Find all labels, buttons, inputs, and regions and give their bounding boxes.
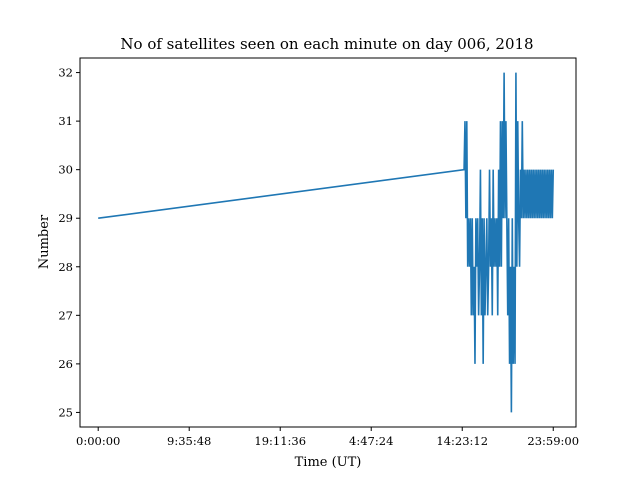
y-tick-label: 31	[58, 114, 73, 128]
x-tick-label: 14:23:12	[436, 434, 488, 448]
plot-area	[98, 72, 555, 413]
y-tick-label: 26	[58, 357, 73, 371]
chart-title: No of satellites seen on each minute on …	[120, 35, 533, 53]
y-tick-label: 29	[58, 211, 73, 225]
x-tick-label: 19:11:36	[254, 434, 306, 448]
x-tick-label: 23:59:00	[527, 434, 579, 448]
y-tick-label: 27	[58, 308, 73, 322]
x-axis-label: Time (UT)	[295, 455, 362, 470]
y-axis-label: Number	[37, 214, 52, 269]
x-tick-label: 0:00:00	[76, 434, 120, 448]
x-tick-label: 4:47:24	[349, 434, 393, 448]
series-line-0	[98, 72, 555, 413]
y-tick-label: 25	[58, 405, 73, 419]
y-tick-label: 28	[58, 260, 73, 274]
y-tick-label: 32	[58, 66, 73, 80]
plot-frame	[79, 57, 577, 428]
x-tick-label: 9:35:48	[167, 434, 211, 448]
y-tick-label: 30	[58, 163, 73, 177]
